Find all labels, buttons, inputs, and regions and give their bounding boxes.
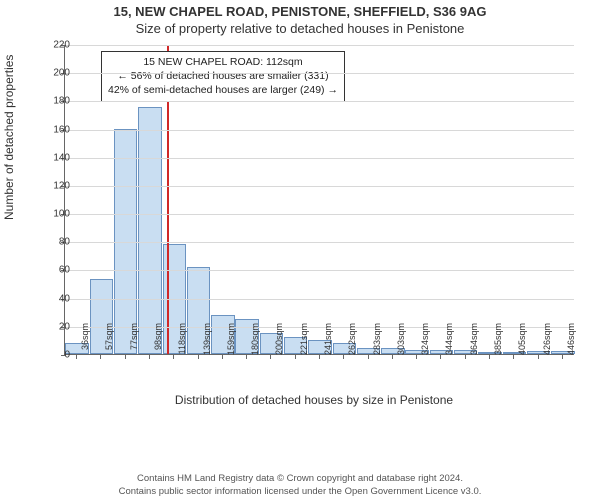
ytick-label: 80 <box>40 237 70 248</box>
annotation-line2: ← 56% of detached houses are smaller (33… <box>108 69 338 83</box>
xtick-label: 98sqm <box>153 323 163 359</box>
ytick-label: 100 <box>40 209 70 220</box>
xtick-label: 405sqm <box>517 323 527 359</box>
xtick-mark <box>513 355 514 359</box>
annotation-box: 15 NEW CHAPEL ROAD: 112sqm ← 56% of deta… <box>101 51 345 102</box>
annotation-line3: 42% of semi-detached houses are larger (… <box>108 83 338 97</box>
xtick-label: 385sqm <box>493 323 503 359</box>
xtick-mark <box>416 355 417 359</box>
xtick-mark <box>173 355 174 359</box>
xtick-mark <box>319 355 320 359</box>
title-block: 15, NEW CHAPEL ROAD, PENISTONE, SHEFFIEL… <box>0 0 600 36</box>
xtick-mark <box>465 355 466 359</box>
ytick-label: 60 <box>40 265 70 276</box>
xtick-label: 57sqm <box>104 323 114 359</box>
ytick-label: 140 <box>40 152 70 163</box>
gridline-h <box>65 130 574 131</box>
xtick-mark <box>76 355 77 359</box>
xtick-mark <box>295 355 296 359</box>
gridline-h <box>65 214 574 215</box>
xtick-mark <box>392 355 393 359</box>
xtick-mark <box>149 355 150 359</box>
ytick-label: 0 <box>40 350 70 361</box>
xtick-mark <box>538 355 539 359</box>
ytick-label: 180 <box>40 96 70 107</box>
xtick-label: 36sqm <box>80 323 90 359</box>
footer: Contains HM Land Registry data © Crown c… <box>0 473 600 498</box>
gridline-h <box>65 242 574 243</box>
page-subtitle: Size of property relative to detached ho… <box>0 21 600 36</box>
xtick-mark <box>198 355 199 359</box>
ytick-label: 120 <box>40 180 70 191</box>
xtick-label: 77sqm <box>129 323 139 359</box>
xtick-label: 241sqm <box>323 323 333 359</box>
xtick-label: 426sqm <box>542 323 552 359</box>
annotation-line1: 15 NEW CHAPEL ROAD: 112sqm <box>108 55 338 69</box>
xtick-label: 180sqm <box>250 323 260 359</box>
chart-container: 15 NEW CHAPEL ROAD: 112sqm ← 56% of deta… <box>44 45 584 405</box>
xtick-mark <box>100 355 101 359</box>
gridline-h <box>65 45 574 46</box>
ytick-label: 220 <box>40 40 70 51</box>
gridline-h <box>65 73 574 74</box>
plot-area: 15 NEW CHAPEL ROAD: 112sqm ← 56% of deta… <box>64 45 574 355</box>
ytick-label: 200 <box>40 68 70 79</box>
xtick-mark <box>125 355 126 359</box>
footer-line1: Contains HM Land Registry data © Crown c… <box>0 473 600 485</box>
xtick-label: 200sqm <box>274 323 284 359</box>
xtick-label: 118sqm <box>177 323 187 359</box>
xtick-mark <box>489 355 490 359</box>
xtick-label: 303sqm <box>396 323 406 359</box>
xtick-mark <box>222 355 223 359</box>
page-title: 15, NEW CHAPEL ROAD, PENISTONE, SHEFFIEL… <box>0 4 600 19</box>
xtick-mark <box>270 355 271 359</box>
xtick-mark <box>246 355 247 359</box>
xtick-label: 283sqm <box>372 323 382 359</box>
gridline-h <box>65 299 574 300</box>
gridline-h <box>65 101 574 102</box>
gridline-h <box>65 158 574 159</box>
bar <box>138 107 161 354</box>
bar <box>114 129 137 354</box>
xtick-mark <box>343 355 344 359</box>
xtick-mark <box>562 355 563 359</box>
ytick-label: 40 <box>40 293 70 304</box>
gridline-h <box>65 186 574 187</box>
xtick-label: 221sqm <box>299 323 309 359</box>
xtick-mark <box>368 355 369 359</box>
gridline-h <box>65 270 574 271</box>
xtick-label: 446sqm <box>566 323 576 359</box>
xtick-label: 262sqm <box>347 323 357 359</box>
ytick-label: 20 <box>40 321 70 332</box>
footer-line2: Contains public sector information licen… <box>0 486 600 498</box>
y-axis-label: Number of detached properties <box>2 55 16 220</box>
xtick-mark <box>440 355 441 359</box>
x-axis-label: Distribution of detached houses by size … <box>44 393 584 407</box>
xtick-label: 344sqm <box>444 323 454 359</box>
xtick-label: 324sqm <box>420 323 430 359</box>
xtick-label: 159sqm <box>226 323 236 359</box>
xtick-label: 139sqm <box>202 323 212 359</box>
ytick-label: 160 <box>40 124 70 135</box>
xtick-label: 364sqm <box>469 323 479 359</box>
